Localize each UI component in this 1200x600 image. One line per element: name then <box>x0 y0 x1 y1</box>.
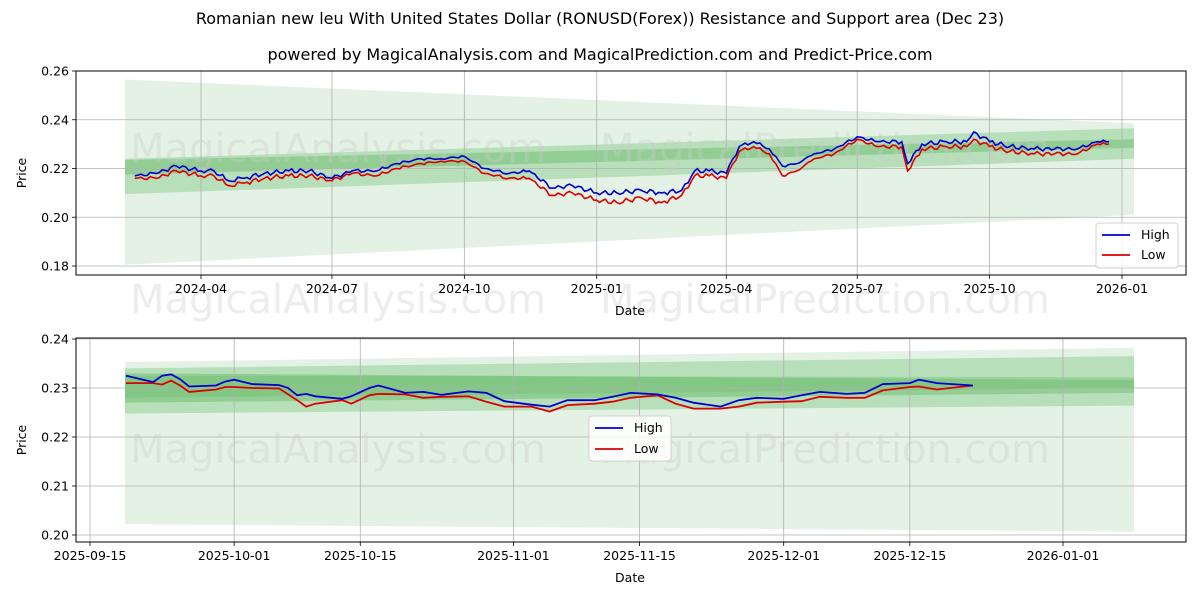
legend-low-label: Low <box>1141 247 1166 262</box>
top-chart-legend: High Low <box>1095 222 1179 269</box>
band-mid <box>125 356 1134 414</box>
watermark-text: MagicalAnalysis.com <box>130 277 546 323</box>
band-outer-upper <box>125 347 1134 431</box>
y-tick-label: 0.23 <box>41 381 69 396</box>
top-chart: MagicalAnalysis.com MagicalPrediction.co… <box>14 64 1187 323</box>
legend-high-label: High <box>634 420 663 435</box>
watermark-text: MagicalAnalysis.com <box>130 427 546 473</box>
y-tick-label: 0.21 <box>41 479 69 494</box>
x-tick-label: 2025-09-15 <box>54 548 127 563</box>
bottom-chart-watermark: MagicalAnalysis.com MagicalPrediction.co… <box>130 427 1050 473</box>
bottom-chart-frame <box>75 337 1187 543</box>
band-core <box>125 139 1134 175</box>
y-tick-label: 0.20 <box>41 210 69 225</box>
top-chart-axes: 2024-04 2024-07 2024-10 2025-01 2025-04 2025-… <box>41 64 1148 297</box>
x-tick-label: 2025-11-01 <box>477 548 550 563</box>
x-tick-label: 2024-04 <box>175 281 227 296</box>
bottom-chart-legend: High Low <box>588 415 672 462</box>
band-outer-lower <box>125 108 1134 265</box>
y-axis-label: Price <box>14 424 29 455</box>
top-chart-bands <box>125 79 1134 265</box>
bottom-chart-axes: 2025-09-15 2025-10-01 2025-10-15 2025-11-01… <box>41 332 1099 564</box>
x-tick-label: 2025-12-01 <box>747 548 820 563</box>
watermark-text: MagicalPrediction.com <box>600 427 1050 473</box>
watermark-text: MagicalAnalysis.com <box>130 126 546 172</box>
x-tick-label: 2024-07 <box>306 281 358 296</box>
y-tick-label: 0.26 <box>41 64 69 79</box>
bottom-chart-bands <box>125 347 1134 532</box>
watermark-text: MagicalPrediction.com <box>600 126 1050 172</box>
x-tick-label: 2025-01 <box>571 281 623 296</box>
band-outer-upper <box>125 79 1134 129</box>
x-tick-label: 2025-10-15 <box>324 548 397 563</box>
y-tick-label: 0.20 <box>41 528 69 543</box>
x-tick-label: 2025-07 <box>831 281 883 296</box>
top-chart-watermark: MagicalAnalysis.com MagicalPrediction.co… <box>130 126 1050 323</box>
low-price-line <box>126 379 973 413</box>
legend-low-label: Low <box>634 441 659 456</box>
y-axis-label: Price <box>14 157 29 188</box>
chart-subtitle: powered by MagicalAnalysis.com and Magic… <box>267 45 933 64</box>
bottom-chart: MagicalAnalysis.com MagicalPrediction.co… <box>14 332 1187 585</box>
high-price-line <box>134 130 1110 196</box>
x-tick-label: 2024-10 <box>438 281 490 296</box>
x-tick-label: 2026-01-01 <box>1027 548 1100 563</box>
low-price-line <box>134 138 1110 205</box>
x-tick-label: 2025-04 <box>700 281 752 296</box>
y-tick-label: 0.22 <box>41 430 69 445</box>
y-tick-label: 0.24 <box>41 332 69 347</box>
x-axis-label: Date <box>615 303 645 318</box>
top-chart-frame <box>75 70 1187 276</box>
high-price-line <box>125 373 973 408</box>
x-tick-label: 2025-10-01 <box>198 548 271 563</box>
y-tick-label: 0.22 <box>41 161 69 176</box>
watermark-text: MagicalPrediction.com <box>600 277 1050 323</box>
band-inner <box>125 375 1134 398</box>
legend-high-label: High <box>1141 227 1170 242</box>
band-mid <box>125 128 1134 195</box>
x-tick-label: 2025-10 <box>963 281 1015 296</box>
y-tick-label: 0.24 <box>41 112 69 127</box>
x-tick-label: 2026-01 <box>1096 281 1148 296</box>
y-tick-label: 0.18 <box>41 259 69 274</box>
x-axis-label: Date <box>615 570 645 585</box>
chart-title: Romanian new leu With United States Doll… <box>195 9 1005 28</box>
band-outer-lower <box>125 418 1134 532</box>
x-tick-label: 2025-12-15 <box>874 548 947 563</box>
x-tick-label: 2025-11-15 <box>603 548 676 563</box>
